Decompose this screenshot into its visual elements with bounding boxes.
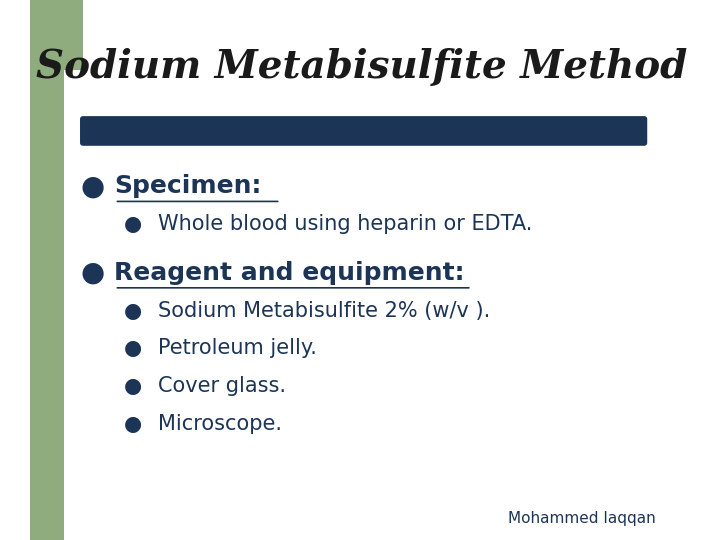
Text: Sodium Metabisulfite Method: Sodium Metabisulfite Method — [37, 49, 688, 86]
Text: Microscope.: Microscope. — [158, 414, 282, 434]
FancyBboxPatch shape — [80, 116, 647, 146]
Text: ●: ● — [81, 172, 104, 200]
Text: ●: ● — [124, 214, 143, 234]
Text: Reagent and equipment:: Reagent and equipment: — [114, 261, 465, 285]
Text: Cover glass.: Cover glass. — [158, 376, 287, 396]
Text: ●: ● — [124, 300, 143, 321]
Text: Petroleum jelly.: Petroleum jelly. — [158, 338, 318, 359]
Text: ●: ● — [124, 338, 143, 359]
Text: ●: ● — [81, 259, 104, 287]
Text: Sodium Metabisulfite 2% (w/v ).: Sodium Metabisulfite 2% (w/v ). — [158, 300, 490, 321]
Text: Mohammed Iaqqan: Mohammed Iaqqan — [508, 511, 655, 526]
Text: ●: ● — [124, 414, 143, 434]
FancyBboxPatch shape — [30, 70, 64, 540]
Text: Specimen:: Specimen: — [114, 174, 262, 198]
Text: ●: ● — [124, 376, 143, 396]
FancyBboxPatch shape — [30, 0, 83, 70]
Text: Whole blood using heparin or EDTA.: Whole blood using heparin or EDTA. — [158, 214, 533, 234]
